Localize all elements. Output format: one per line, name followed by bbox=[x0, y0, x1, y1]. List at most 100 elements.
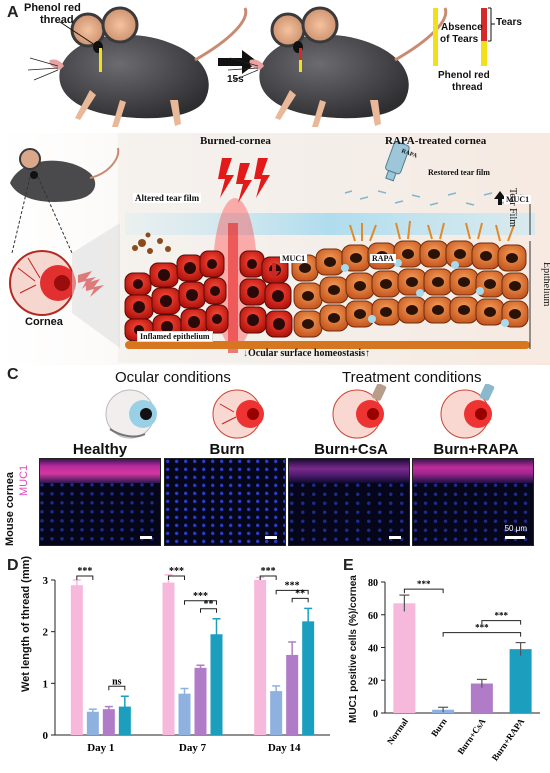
scalebar-label: 50 μm bbox=[504, 524, 527, 533]
tear-film-band bbox=[125, 213, 535, 235]
chart-d-ytick-label-1: 1 bbox=[43, 678, 49, 690]
chart-d-sig-bracket-0 bbox=[76, 575, 94, 580]
panel-a-illustration bbox=[27, 6, 495, 127]
chart-d-sig-label-3: *** bbox=[193, 591, 208, 602]
condition-label-burn-rapa: Burn+RAPA bbox=[433, 441, 519, 458]
chart-d-bar-0-1 bbox=[86, 711, 99, 735]
chart-d-ytick-label-3: 3 bbox=[43, 575, 49, 587]
chart-d-sig-label-5: *** bbox=[261, 566, 276, 577]
chart-d-bar-1-3 bbox=[210, 634, 223, 735]
muc1-up-arrow-icon bbox=[494, 191, 506, 205]
chart-d-sig-bracket-4 bbox=[200, 608, 217, 613]
legend-absence-2: of Tears bbox=[440, 34, 479, 45]
panel-letter-c: C bbox=[7, 366, 19, 383]
chart-d-bar-1-0 bbox=[162, 582, 175, 735]
restored-tear-film: Restored tear film bbox=[428, 168, 490, 177]
burn-eye-icon bbox=[212, 389, 264, 439]
mouse-before-icon bbox=[27, 6, 248, 127]
chart-e-category-1: Burn bbox=[429, 716, 449, 738]
small-mouse-icon bbox=[10, 147, 120, 202]
altered-tear-film: Altered tear film bbox=[133, 193, 202, 203]
chart-d-sig-label-1: ns bbox=[112, 676, 122, 687]
cornea-label: Cornea bbox=[25, 316, 63, 328]
chart-d-ytick-label-0: 0 bbox=[43, 730, 49, 742]
panel-c-eyes bbox=[105, 384, 495, 439]
homeostasis-down-arrow-icon: ↓ bbox=[243, 348, 248, 359]
chart-e-category-3: Burn+RAPA bbox=[490, 716, 527, 763]
burn-bolts-icon bbox=[218, 158, 270, 203]
burned-title: Burned-cornea bbox=[200, 135, 271, 147]
chart-e-category-2: Burn+CsA bbox=[455, 716, 487, 756]
micrograph-healthy bbox=[39, 458, 161, 546]
chart-d-ylabel: Wet length of thread (mm) bbox=[20, 555, 32, 692]
cornea-eye-icon bbox=[9, 250, 76, 316]
chart-d-bar-2-2 bbox=[286, 654, 299, 735]
chart-e-bar-0 bbox=[393, 603, 416, 713]
chart-d-category-0: Day 1 bbox=[87, 742, 114, 754]
chart-d-sig-label-7: ** bbox=[295, 588, 305, 599]
legend-absence-strip bbox=[433, 8, 438, 66]
basal-layer bbox=[125, 341, 530, 349]
chart-d-sig-bracket-1 bbox=[108, 685, 126, 691]
chart-d-bar-1-1 bbox=[178, 693, 191, 735]
chart-e: 0 20 40 60 80 Normal Burn Burn+CsA Burn+RAPA *** *… bbox=[368, 578, 540, 763]
legend-absence-1: Absence bbox=[441, 22, 483, 33]
homeostasis-text: Ocular surface homeostasis bbox=[248, 348, 366, 359]
chart-d-sig-bracket-2 bbox=[168, 575, 185, 580]
rapa-bottle-icon bbox=[385, 141, 410, 182]
healthy-eye-icon bbox=[105, 389, 157, 439]
debris bbox=[132, 232, 171, 254]
chart-e-sig-bracket-1 bbox=[442, 632, 522, 637]
chart-d-sig-label-6: *** bbox=[285, 580, 300, 591]
mouse-cornea-label: Mouse cornea bbox=[4, 472, 16, 546]
burn-csa-eye-icon bbox=[332, 384, 387, 439]
chart-d-sig-bracket-5 bbox=[259, 575, 277, 580]
chart-d-bar-2-0 bbox=[254, 580, 267, 735]
phenol-label-top: Phenol red bbox=[24, 2, 81, 14]
rapa-label: RAPA bbox=[370, 254, 396, 263]
inflamed-label: Inflamed epithelium bbox=[137, 331, 213, 342]
legend-phenol-strip bbox=[481, 41, 487, 66]
condition-label-burn: Burn bbox=[209, 441, 245, 458]
chart-d-bar-1-2 bbox=[194, 667, 207, 735]
ocular-conditions-header: Ocular conditions bbox=[115, 369, 231, 386]
chart-d-sig-bracket-3 bbox=[184, 600, 217, 605]
chart-e-ytick-label-2: 40 bbox=[368, 644, 378, 655]
treatment-conditions-header: Treatment conditions bbox=[342, 369, 482, 386]
muc1-down-label: MUC1 bbox=[280, 254, 308, 263]
chart-e-sig-label-1: *** bbox=[475, 623, 489, 633]
micrograph-burn-rapa: 50 μm bbox=[412, 458, 534, 546]
chart-e-ytick-label-3: 60 bbox=[368, 611, 378, 622]
muc1-up-label: MUC1 bbox=[504, 195, 532, 204]
chart-d-sig-label-0: *** bbox=[77, 566, 92, 577]
micrograph-burn bbox=[164, 458, 286, 546]
chart-d-ytick-label-2: 2 bbox=[43, 627, 49, 639]
chart-e-ytick-label-4: 80 bbox=[368, 578, 378, 589]
panel-letter-a: A bbox=[7, 4, 19, 21]
micrograph-burn-csa bbox=[288, 458, 410, 546]
chart-d-bar-0-0 bbox=[70, 585, 83, 735]
chart-e-ytick-label-0: 0 bbox=[373, 709, 378, 720]
time-label: 15s bbox=[227, 74, 244, 85]
homeostasis-label: ↓Ocular surface homeostasis↑ bbox=[243, 348, 370, 359]
chart-d-bar-0-3 bbox=[118, 706, 131, 735]
chart-e-sig-label-2: *** bbox=[495, 611, 509, 621]
chart-d-sig-label-2: *** bbox=[169, 566, 184, 577]
chart-d-sig-bracket-7 bbox=[291, 597, 309, 603]
legend-phenol-2: thread bbox=[452, 82, 483, 93]
chart-d-sig-bracket-6 bbox=[275, 589, 309, 595]
chart-e-ytick-label-1: 20 bbox=[368, 676, 378, 687]
legend-phenol-1: Phenol red bbox=[438, 70, 490, 81]
chart-e-sig-label-0: *** bbox=[417, 579, 431, 589]
chart-e-bar-2 bbox=[470, 683, 493, 713]
inflamed-cells bbox=[124, 250, 293, 342]
chart-e-sig-bracket-0 bbox=[403, 588, 444, 594]
chart-d-bar-2-3 bbox=[302, 621, 315, 735]
rapa-title: RAPA-treated cornea bbox=[385, 135, 487, 147]
chart-d-category-2: Day 14 bbox=[268, 742, 301, 754]
chart-d-category-1: Day 7 bbox=[179, 742, 207, 754]
chart-e-sig-bracket-2 bbox=[481, 620, 522, 625]
legend-tears: Tears bbox=[496, 17, 522, 28]
muc1-stain-label: MUC1 bbox=[18, 464, 30, 496]
